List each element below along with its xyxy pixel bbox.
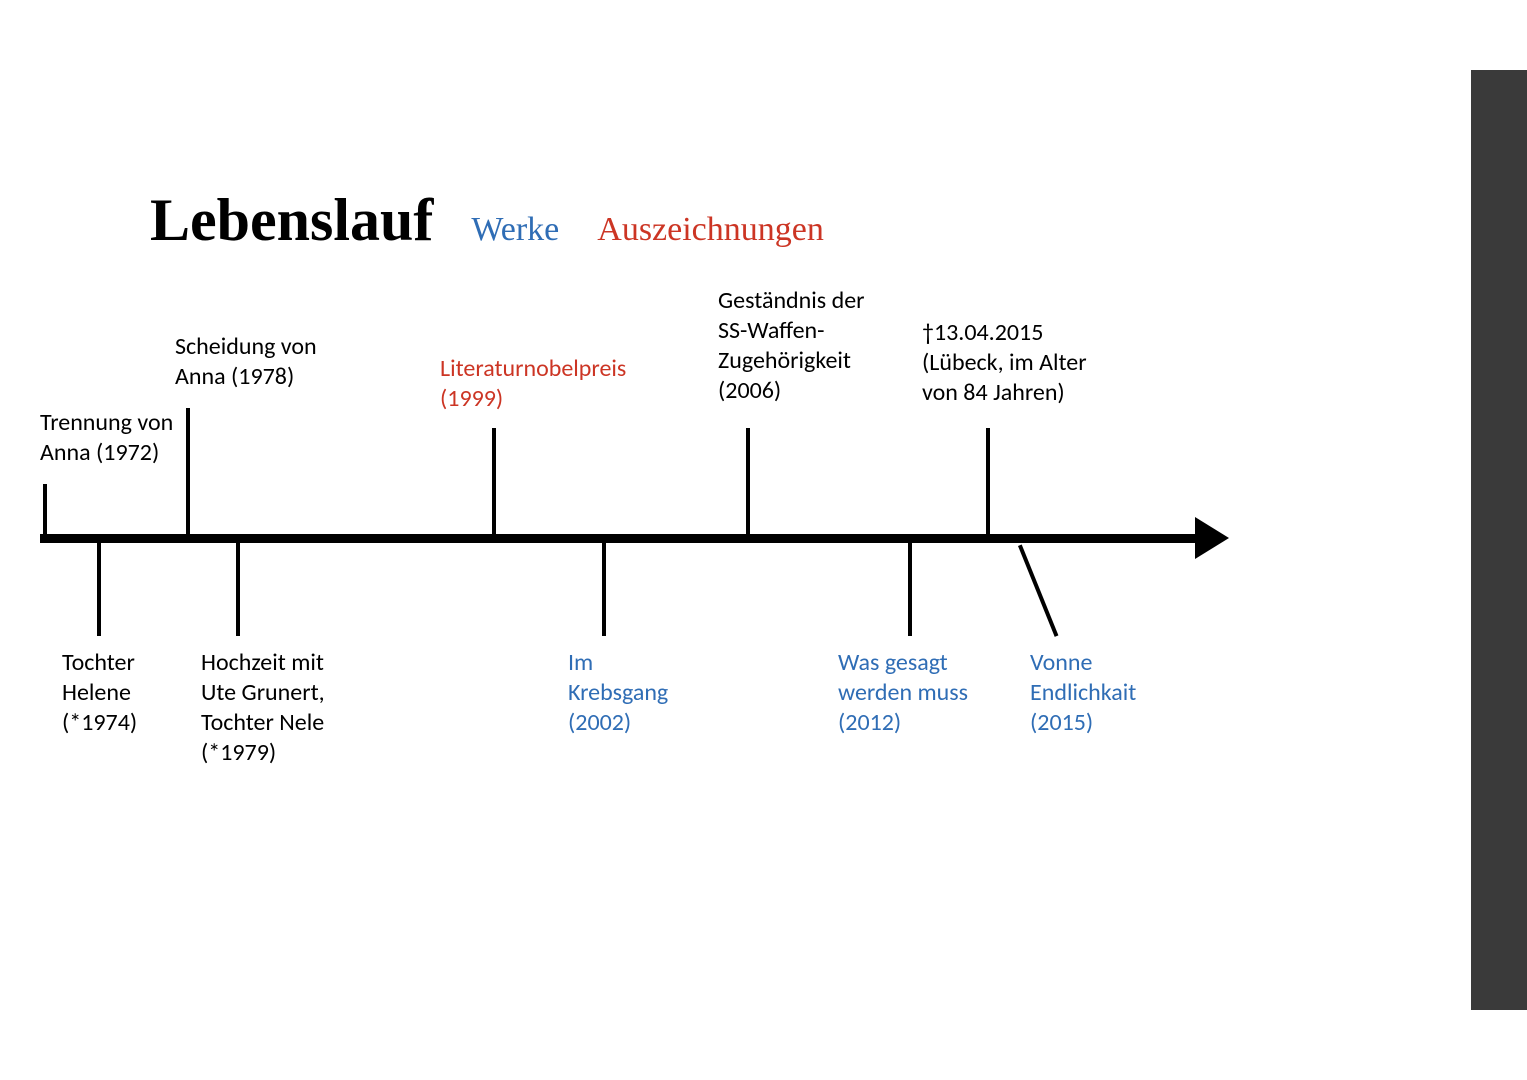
legend-works: Werke — [471, 211, 559, 249]
timeline-tick-diagonal — [1018, 545, 1058, 637]
event-ss-gestaendnis: Geständnis der SS-Waffen- Zugehörigkeit … — [718, 286, 865, 406]
slide-side-bar — [1471, 70, 1527, 1010]
legend-awards: Auszeichnungen — [597, 211, 824, 249]
timeline-tick — [746, 428, 750, 538]
event-nobelpreis: Literaturnobelpreis (1999) — [440, 354, 626, 414]
event-tochter-helene: Tochter Helene (*1974) — [62, 648, 137, 738]
timeline-arrowhead — [1195, 517, 1229, 559]
title-main: Lebenslauf — [150, 186, 433, 255]
timeline-tick — [602, 543, 606, 637]
event-scheidung-anna: Scheidung von Anna (1978) — [175, 332, 317, 392]
event-trennung-anna: Trennung von Anna (1972) — [40, 408, 173, 468]
event-hochzeit-ute: Hochzeit mit Ute Grunert, Tochter Nele (… — [201, 648, 325, 768]
event-was-gesagt: Was gesagt werden muss (2012) — [838, 648, 968, 738]
timeline-tick — [492, 428, 496, 538]
event-im-krebsgang: Im Krebsgang (2002) — [568, 648, 668, 738]
event-tod: †13.04.2015 (Lübeck, im Alter von 84 Jah… — [922, 318, 1087, 408]
timeline-tick — [908, 543, 912, 637]
timeline-tick — [43, 484, 47, 538]
title-row: Lebenslauf Werke Auszeichnungen — [150, 186, 824, 255]
timeline-axis — [40, 534, 1195, 543]
timeline-tick — [97, 543, 101, 637]
timeline-tick — [986, 428, 990, 538]
event-vonne-endlichkait: Vonne Endlichkait (2015) — [1030, 648, 1136, 738]
timeline-tick — [236, 543, 240, 637]
timeline-tick — [186, 408, 190, 538]
